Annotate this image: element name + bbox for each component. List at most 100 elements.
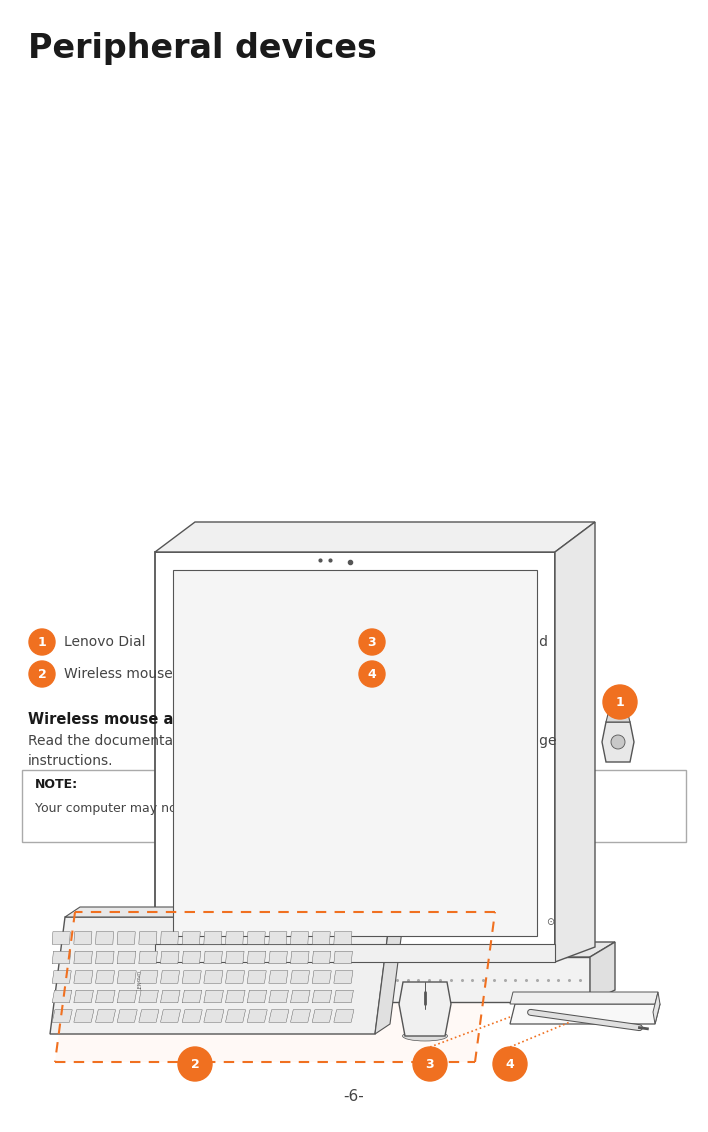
Polygon shape	[130, 942, 615, 957]
Polygon shape	[334, 951, 353, 963]
Polygon shape	[204, 932, 222, 944]
Polygon shape	[312, 932, 330, 944]
Polygon shape	[312, 990, 332, 1003]
Polygon shape	[155, 944, 555, 962]
Polygon shape	[155, 522, 595, 552]
Polygon shape	[247, 990, 267, 1003]
Polygon shape	[173, 571, 537, 936]
Polygon shape	[161, 990, 180, 1003]
Polygon shape	[139, 971, 158, 984]
Polygon shape	[247, 932, 266, 944]
Polygon shape	[182, 932, 200, 944]
Polygon shape	[247, 951, 266, 963]
Polygon shape	[182, 990, 202, 1003]
Polygon shape	[117, 1010, 137, 1022]
Polygon shape	[130, 957, 590, 1002]
Polygon shape	[52, 971, 72, 984]
Polygon shape	[117, 971, 136, 984]
FancyBboxPatch shape	[22, 770, 686, 842]
Polygon shape	[510, 1004, 660, 1024]
Polygon shape	[269, 951, 287, 963]
Polygon shape	[510, 992, 658, 1004]
Text: 3: 3	[367, 635, 377, 649]
Polygon shape	[247, 1010, 267, 1022]
Polygon shape	[155, 552, 555, 962]
Polygon shape	[602, 722, 634, 762]
Polygon shape	[55, 912, 495, 1062]
Polygon shape	[182, 1010, 202, 1022]
Polygon shape	[312, 971, 331, 984]
Polygon shape	[65, 907, 405, 917]
Polygon shape	[96, 971, 115, 984]
Polygon shape	[52, 990, 72, 1003]
Polygon shape	[590, 942, 615, 1002]
Circle shape	[178, 1047, 212, 1081]
Circle shape	[29, 661, 55, 687]
Text: LENOVO: LENOVO	[138, 969, 143, 989]
Polygon shape	[290, 951, 309, 963]
Polygon shape	[52, 932, 70, 944]
Polygon shape	[74, 990, 93, 1003]
Polygon shape	[96, 951, 114, 963]
Polygon shape	[139, 1010, 159, 1022]
Polygon shape	[290, 1010, 311, 1022]
Circle shape	[29, 629, 55, 655]
Circle shape	[359, 661, 385, 687]
Text: ⊙: ⊙	[546, 917, 554, 927]
Text: 3: 3	[426, 1057, 434, 1071]
Polygon shape	[606, 714, 630, 722]
Polygon shape	[139, 951, 157, 963]
Text: 1: 1	[38, 635, 47, 649]
Polygon shape	[290, 932, 309, 944]
Text: 2: 2	[38, 668, 47, 680]
Polygon shape	[182, 971, 201, 984]
Polygon shape	[161, 932, 178, 944]
Polygon shape	[204, 971, 223, 984]
Circle shape	[603, 685, 637, 719]
Text: Peripheral devices: Peripheral devices	[28, 32, 377, 65]
Polygon shape	[50, 917, 390, 1034]
Polygon shape	[290, 990, 310, 1003]
Polygon shape	[74, 1010, 94, 1022]
Text: Read the documentation that came with the keyboard and mouse for usage
instructi: Read the documentation that came with th…	[28, 734, 556, 767]
Polygon shape	[139, 932, 157, 944]
Circle shape	[359, 629, 385, 655]
Text: 4: 4	[367, 668, 377, 680]
Polygon shape	[117, 932, 135, 944]
Polygon shape	[117, 990, 137, 1003]
Polygon shape	[226, 971, 244, 984]
Polygon shape	[269, 990, 288, 1003]
Polygon shape	[204, 990, 224, 1003]
Polygon shape	[269, 1010, 289, 1022]
Polygon shape	[74, 971, 93, 984]
Text: Your computer may not come with all the listed devices.: Your computer may not come with all the …	[35, 801, 388, 815]
Polygon shape	[226, 990, 245, 1003]
Circle shape	[611, 735, 625, 749]
Polygon shape	[653, 992, 660, 1024]
Polygon shape	[312, 1010, 332, 1022]
Polygon shape	[226, 932, 244, 944]
Polygon shape	[269, 971, 288, 984]
Polygon shape	[139, 990, 159, 1003]
Polygon shape	[161, 971, 180, 984]
Polygon shape	[555, 522, 595, 962]
Ellipse shape	[403, 1031, 447, 1041]
Text: Wireless charging pad: Wireless charging pad	[394, 635, 548, 649]
Text: Wireless mouse and keyboard: Wireless mouse and keyboard	[64, 667, 273, 681]
Polygon shape	[204, 1010, 224, 1022]
Circle shape	[493, 1047, 527, 1081]
Text: Lenovo Dial: Lenovo Dial	[64, 635, 146, 649]
Polygon shape	[96, 990, 115, 1003]
Polygon shape	[226, 951, 244, 963]
Polygon shape	[161, 951, 179, 963]
Polygon shape	[334, 990, 353, 1003]
Polygon shape	[117, 951, 136, 963]
Polygon shape	[545, 942, 567, 957]
Polygon shape	[375, 907, 405, 1034]
Polygon shape	[204, 951, 222, 963]
Polygon shape	[182, 951, 201, 963]
Polygon shape	[74, 932, 92, 944]
Text: -6-: -6-	[343, 1089, 365, 1104]
Polygon shape	[334, 932, 352, 944]
Polygon shape	[399, 981, 451, 1036]
